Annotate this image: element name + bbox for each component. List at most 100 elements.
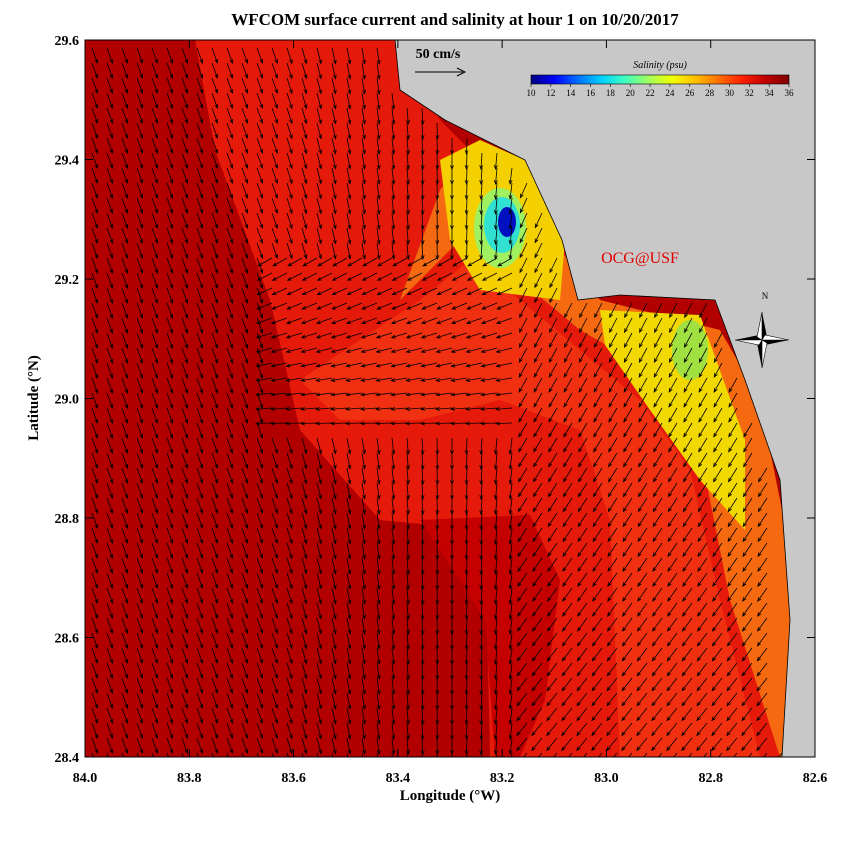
vector-head xyxy=(450,765,453,769)
colorbar-tick-label: 12 xyxy=(546,88,555,98)
vector-head xyxy=(377,765,380,769)
vector xyxy=(271,423,287,424)
colorbar-tick-label: 18 xyxy=(606,88,616,98)
vector xyxy=(316,423,332,424)
vector-head xyxy=(170,764,173,768)
vector-head xyxy=(494,765,497,769)
vector xyxy=(466,648,467,664)
vector-head xyxy=(772,761,776,765)
vector-head xyxy=(607,761,611,765)
field-blue xyxy=(498,207,516,237)
vector-head xyxy=(260,764,263,768)
vector xyxy=(331,423,347,424)
vector-head xyxy=(757,761,761,765)
vector-head xyxy=(622,761,626,765)
colorbar-tick-label: 14 xyxy=(566,88,576,98)
vector-head xyxy=(200,764,203,768)
vector xyxy=(466,483,467,499)
vector xyxy=(391,423,407,424)
vector xyxy=(466,693,467,709)
colorbar-title: Salinity (psu) xyxy=(633,60,687,71)
vector-head xyxy=(509,765,512,769)
vector xyxy=(466,228,467,244)
vector-head xyxy=(140,764,143,768)
colorbar-tick-label: 34 xyxy=(765,88,775,98)
vector xyxy=(466,708,467,724)
vector xyxy=(466,168,467,184)
vector-head xyxy=(304,764,307,768)
colorbar-tick-label: 36 xyxy=(785,88,795,98)
vector xyxy=(436,423,452,424)
vector-head xyxy=(465,765,468,769)
colorbar-tick-label: 26 xyxy=(685,88,695,98)
vector xyxy=(466,243,467,259)
vector xyxy=(466,558,467,574)
y-tick-label: 29.2 xyxy=(55,273,80,288)
vector-head xyxy=(392,765,395,769)
vector-head xyxy=(532,761,536,765)
vector xyxy=(466,498,467,514)
vector-head xyxy=(697,761,701,765)
compass-label: N xyxy=(762,291,769,301)
x-tick-label: 84.0 xyxy=(73,771,98,786)
vector-head xyxy=(215,764,218,768)
vector-head xyxy=(95,764,98,768)
scale-arrow-label: 50 cm/s xyxy=(416,47,461,62)
vector xyxy=(346,423,362,424)
y-tick-label: 29.6 xyxy=(55,34,80,49)
vector xyxy=(466,618,467,634)
vector-head xyxy=(421,765,424,769)
vector-head xyxy=(155,764,158,768)
vector-head xyxy=(742,761,746,765)
vector-head xyxy=(682,761,686,765)
vector-head xyxy=(547,761,551,765)
vector-head xyxy=(110,764,113,768)
vector xyxy=(496,423,512,424)
vector-head xyxy=(245,764,248,768)
vector xyxy=(466,543,467,559)
vector xyxy=(466,138,467,154)
vector xyxy=(286,423,302,424)
y-tick-label: 28.4 xyxy=(55,751,80,766)
colorbar-tick-label: 30 xyxy=(725,88,735,98)
vector xyxy=(466,213,467,229)
vector xyxy=(466,588,467,604)
vector-head xyxy=(406,765,409,769)
x-tick-label: 83.6 xyxy=(281,771,306,786)
annotation: OCG@USF xyxy=(601,250,679,267)
colorbar xyxy=(531,75,789,84)
x-tick-label: 83.8 xyxy=(177,771,202,786)
vector xyxy=(466,633,467,649)
x-tick-label: 83.4 xyxy=(386,771,411,786)
y-tick-label: 29.4 xyxy=(55,154,80,169)
x-tick-label: 82.6 xyxy=(803,771,828,786)
vector-head xyxy=(333,765,336,769)
vector xyxy=(466,513,467,529)
vector xyxy=(301,423,317,424)
colorbar-tick-label: 32 xyxy=(745,88,754,98)
colorbar-tick-label: 20 xyxy=(626,88,636,98)
colorbar-tick-label: 24 xyxy=(665,88,675,98)
vector-head xyxy=(436,765,439,769)
vector-head xyxy=(275,764,278,768)
vector xyxy=(256,423,272,424)
vector xyxy=(466,528,467,544)
vector-head xyxy=(480,765,483,769)
vector-head xyxy=(230,764,233,768)
vector xyxy=(466,198,467,214)
vector-head xyxy=(517,761,521,765)
vector xyxy=(466,573,467,589)
colorbar-tick-label: 28 xyxy=(705,88,715,98)
vector xyxy=(361,423,377,424)
vector xyxy=(451,423,467,424)
colorbar-tick-label: 22 xyxy=(646,88,655,98)
vector-head xyxy=(637,761,641,765)
vector xyxy=(466,153,467,169)
vector-head xyxy=(667,761,671,765)
chart-title: WFCOM surface current and salinity at ho… xyxy=(231,10,679,29)
x-axis-label: Longitude (°W) xyxy=(400,788,501,804)
vector-head xyxy=(712,761,716,765)
colorbar-tick-label: 16 xyxy=(586,88,596,98)
vector xyxy=(466,678,467,694)
